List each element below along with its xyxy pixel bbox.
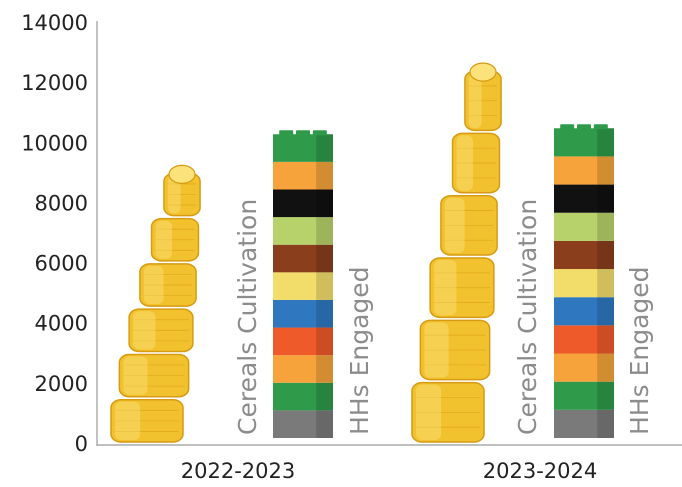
block-shade xyxy=(597,212,614,241)
corn-tip xyxy=(168,164,196,184)
corn-highlight xyxy=(123,356,148,395)
block-stud xyxy=(279,130,294,136)
block-shade xyxy=(316,299,333,328)
corn-highlight xyxy=(155,220,172,259)
block-shade xyxy=(597,325,614,354)
block-shade xyxy=(597,156,614,185)
block-segment xyxy=(554,381,614,410)
corn-highlight xyxy=(468,73,482,129)
block-shade xyxy=(597,297,614,326)
block-segment xyxy=(273,217,333,245)
block-segment xyxy=(273,161,333,190)
block-stud xyxy=(593,124,608,130)
series-label: HHs Engaged xyxy=(625,266,654,435)
block-segment xyxy=(273,244,333,273)
corn-tip xyxy=(469,62,497,82)
corn-highlight xyxy=(456,135,473,191)
block-segment xyxy=(273,299,333,328)
corn-highlight xyxy=(416,384,442,440)
corn-highlight xyxy=(444,197,465,254)
block-segment xyxy=(554,212,614,241)
block-segment xyxy=(554,240,614,270)
block-stud xyxy=(577,124,591,130)
block-segment xyxy=(273,134,333,162)
y-tick-label: 6000 xyxy=(35,252,88,276)
corn-highlight xyxy=(434,260,457,316)
y-tick-label: 12000 xyxy=(21,71,88,95)
block-shade xyxy=(316,161,333,190)
block-segment xyxy=(554,325,614,354)
block-segment xyxy=(273,410,333,438)
series-label: Cereals Cultivation xyxy=(233,199,262,435)
block-stud xyxy=(560,124,575,130)
block-shade xyxy=(316,134,333,162)
x-tick-label: 2022-2023 xyxy=(181,459,295,483)
y-tick-label: 4000 xyxy=(35,312,88,336)
block-shade xyxy=(597,353,614,382)
block-segment xyxy=(273,272,333,300)
block-segment xyxy=(273,327,333,356)
corn-highlight xyxy=(133,311,156,350)
x-tick-label: 2023-2024 xyxy=(483,459,597,483)
block-shade xyxy=(597,381,614,410)
bar-hhs-engaged xyxy=(273,130,333,438)
bar-cereals-cultivation xyxy=(411,62,502,443)
block-stud xyxy=(296,130,310,136)
block-shade xyxy=(316,382,333,411)
corn-highlight xyxy=(167,175,181,214)
block-segment xyxy=(554,184,614,213)
block-segment xyxy=(273,355,333,383)
block-shade xyxy=(597,409,614,438)
block-segment xyxy=(273,382,333,411)
block-segment xyxy=(554,156,614,185)
block-shade xyxy=(597,184,614,213)
corn-highlight xyxy=(143,265,164,305)
block-stud xyxy=(312,130,327,136)
block-segment xyxy=(554,297,614,326)
y-tick-label: 10000 xyxy=(21,131,88,155)
block-shade xyxy=(316,410,333,438)
block-segment xyxy=(554,128,614,157)
x-axis: 2022-2023 2023-2024 xyxy=(97,444,682,483)
block-segment xyxy=(554,269,614,298)
corn-highlight xyxy=(424,322,449,378)
block-shade xyxy=(316,244,333,273)
bar-cereals-cultivation xyxy=(110,164,201,443)
block-shade xyxy=(597,269,614,298)
block-segment xyxy=(554,353,614,382)
y-axis: 0 2000 4000 6000 8000 10000 12000 14000 xyxy=(21,11,98,456)
block-shade xyxy=(316,189,333,218)
block-shade xyxy=(316,355,333,383)
block-shade xyxy=(316,272,333,300)
block-segment xyxy=(554,409,614,438)
block-segment xyxy=(273,189,333,218)
y-tick-label: 8000 xyxy=(35,191,88,215)
y-tick-label: 0 xyxy=(75,432,88,456)
bar-hhs-engaged xyxy=(554,124,614,438)
bars: Cereals Cultivation HHs Engaged Cereals Cu… xyxy=(110,62,654,443)
block-shade xyxy=(316,327,333,356)
corn-highlight xyxy=(115,401,141,440)
series-label: HHs Engaged xyxy=(345,266,374,435)
block-shade xyxy=(597,128,614,157)
y-tick-label: 2000 xyxy=(35,372,88,396)
y-tick-label: 14000 xyxy=(21,11,88,35)
block-shade xyxy=(316,217,333,245)
block-shade xyxy=(597,240,614,270)
series-label: Cereals Cultivation xyxy=(513,199,542,435)
